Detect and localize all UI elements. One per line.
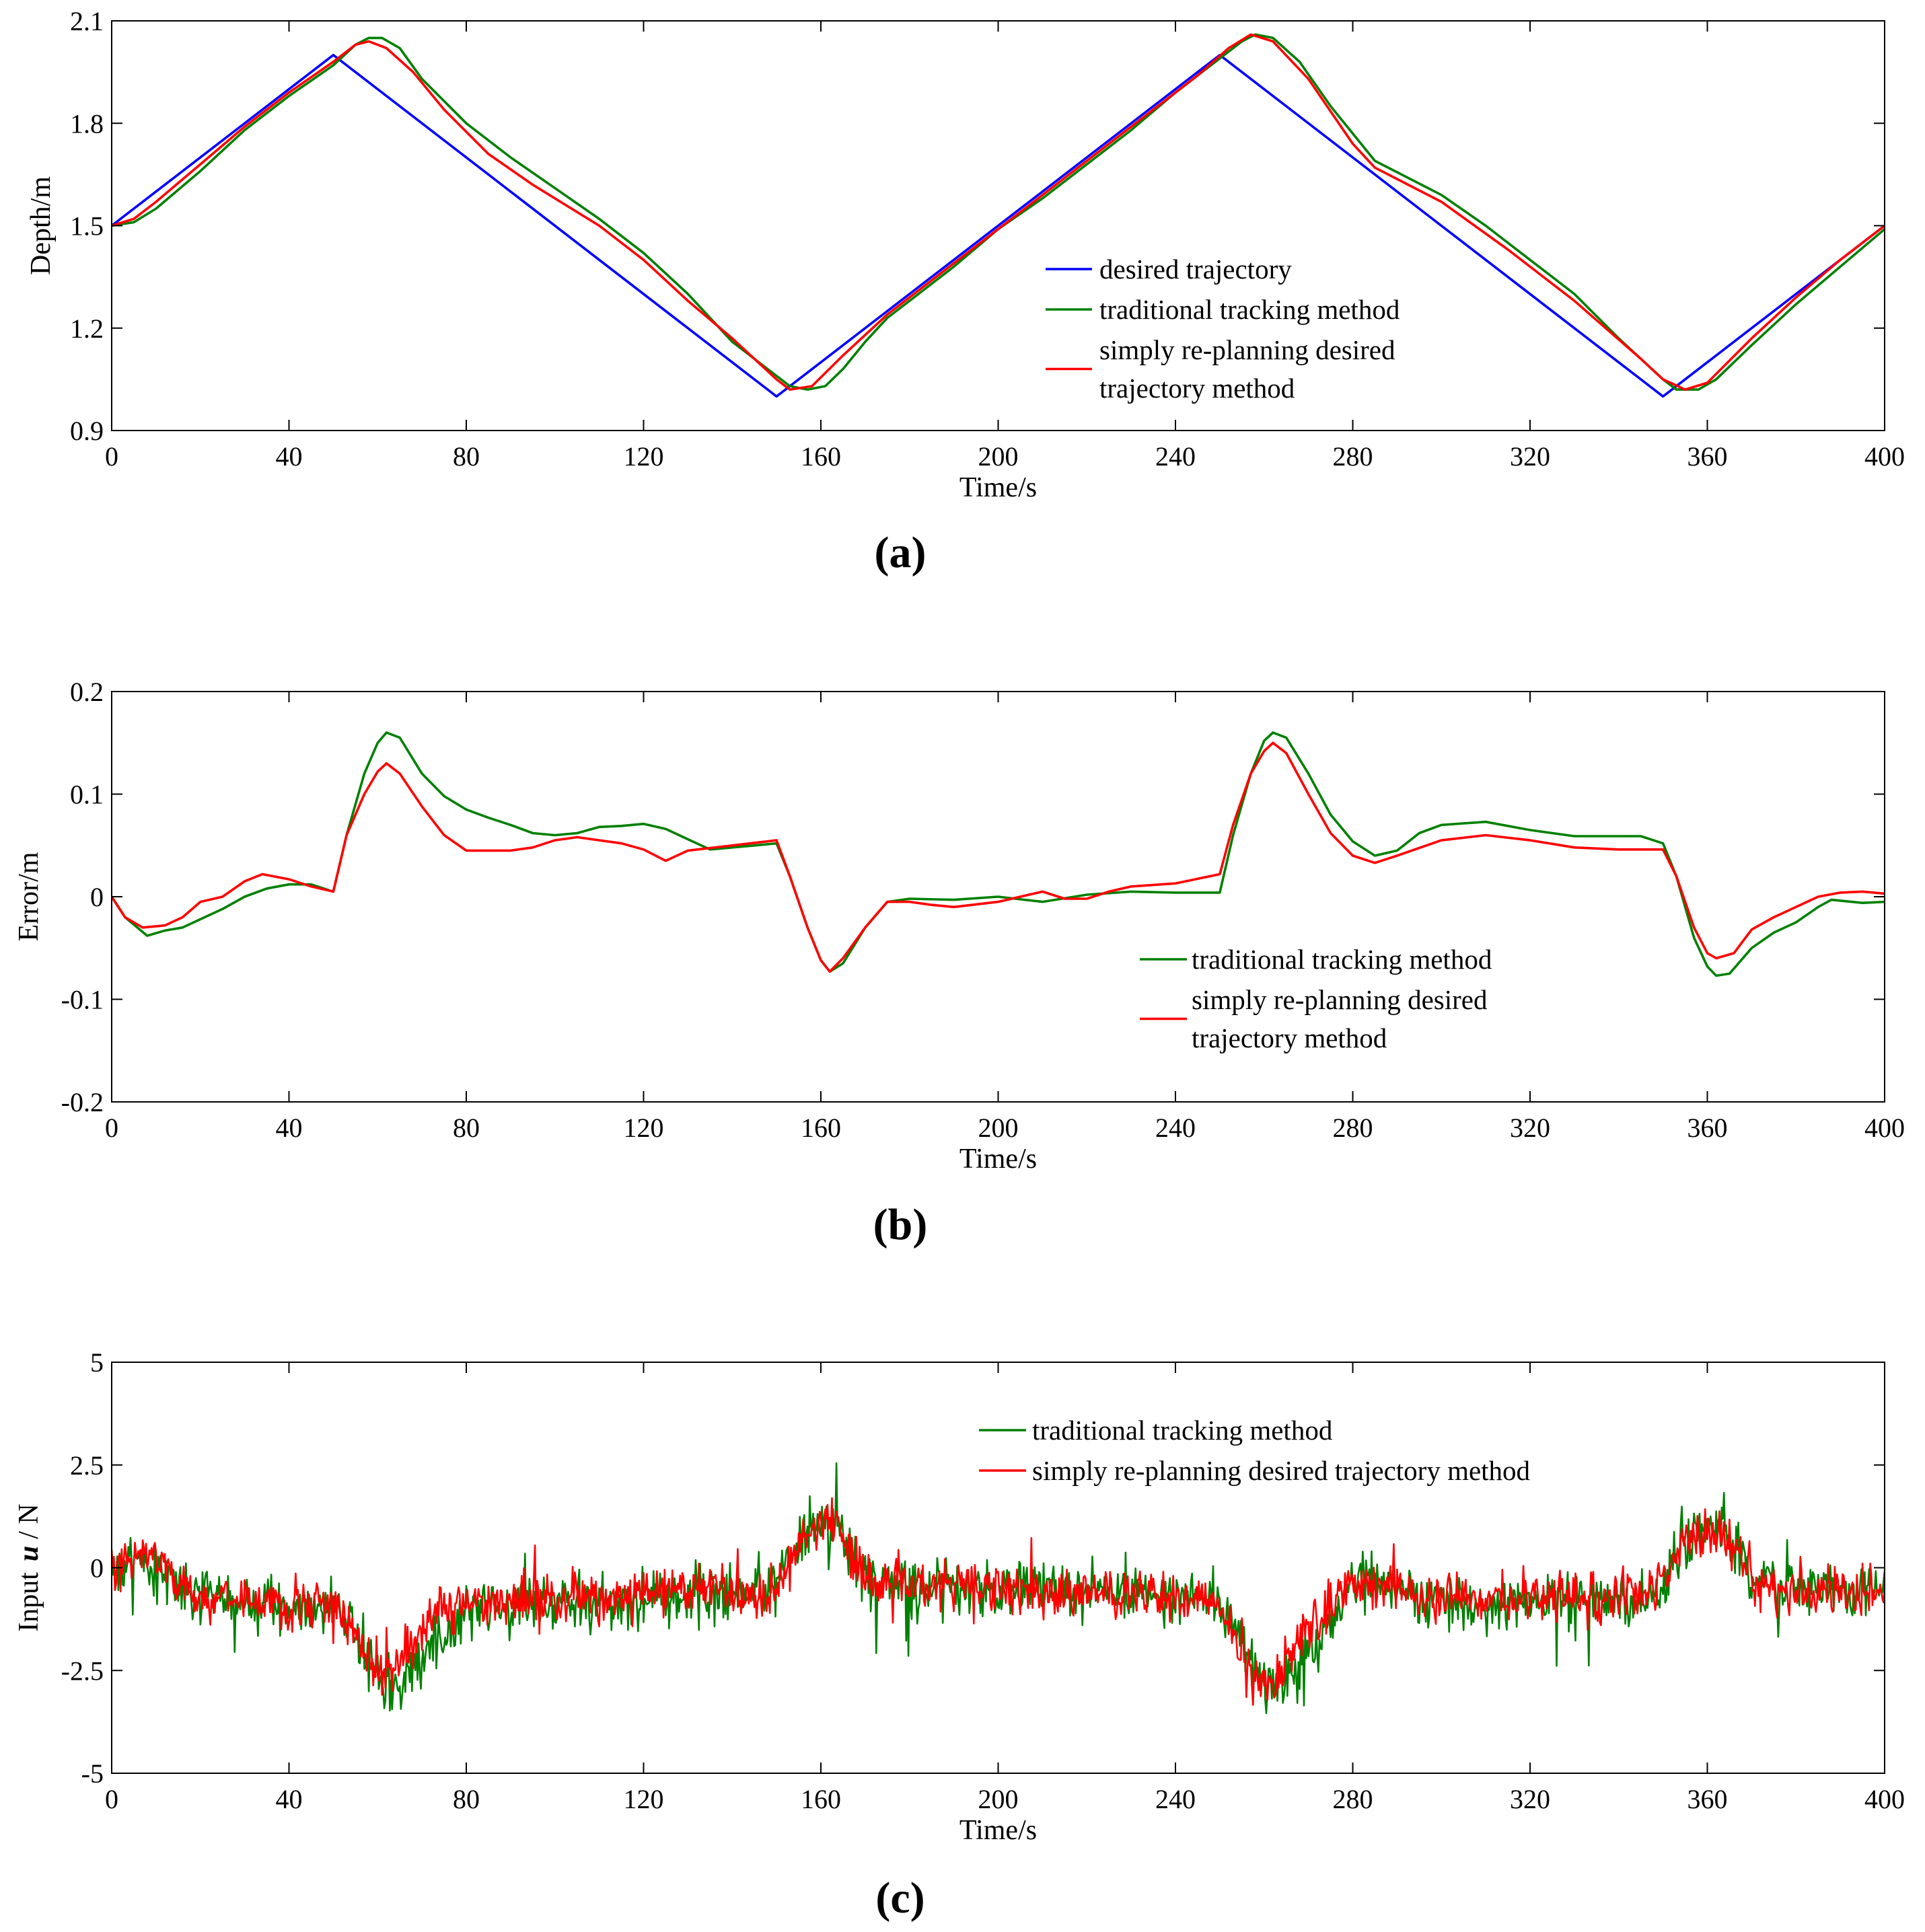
x-tick-label: 280 (1333, 1784, 1373, 1814)
x-tick-label: 40 (276, 1113, 303, 1143)
x-tick-label: 360 (1687, 441, 1728, 472)
x-tick-label: 320 (1510, 1113, 1550, 1143)
y-axis-label-suffix: / N (13, 1503, 44, 1539)
chart-panel-c: 0 40 80 120 160 200 240 280 320 360 400 -5 -2.5 0 2.5 5… (13, 1347, 1905, 1923)
x-tick-label: 280 (1333, 1113, 1373, 1143)
x-axis-label: Time/s (959, 1144, 1037, 1175)
panel-label: (a) (875, 528, 927, 577)
y-axis-label: Input u / N (13, 1503, 44, 1632)
x-tick-label: 120 (624, 1784, 664, 1814)
x-tick-label: 240 (1155, 1113, 1196, 1143)
legend-label: traditional tracking method (1032, 1415, 1332, 1446)
x-tick-label: 360 (1687, 1784, 1728, 1814)
y-axis-label-prefix: Input (13, 1572, 44, 1632)
series-line-desired-trajectory (112, 54, 1885, 398)
legend-label: trajectory method (1099, 373, 1295, 404)
x-tick-label: 160 (801, 441, 841, 472)
x-tick-label: 200 (978, 1784, 1019, 1814)
x-tick-label: 0 (105, 1113, 118, 1143)
axes-box (111, 1362, 1885, 1774)
y-tick-label: 1.2 (70, 313, 104, 344)
series-line-traditional-tracking-method (112, 33, 1885, 391)
series-line-simply-re-planning-desired-trajectory-method (112, 1497, 1885, 1706)
panel-label: (c) (875, 1873, 924, 1923)
x-tick-label: 320 (1510, 441, 1550, 472)
panel-label: (b) (873, 1200, 928, 1249)
y-tick-label: 1.8 (70, 108, 104, 139)
y-tick-label: 0 (90, 882, 104, 912)
legend: traditional tracking method simply re-pla… (1140, 944, 1492, 1053)
x-tick-label: 200 (978, 441, 1019, 472)
y-tick-label: 0.2 (70, 677, 104, 707)
plot-area (112, 33, 1885, 398)
series-line-simply-re-planning-desired-trajectory-method (112, 741, 1885, 973)
x-tick-label: 240 (1155, 441, 1196, 472)
x-tick-label: 160 (801, 1113, 841, 1143)
x-tick-label: 400 (1864, 1113, 1905, 1143)
x-tick-label: 240 (1155, 1784, 1196, 1814)
plot-area (112, 1462, 1885, 1715)
x-tick-label: 280 (1333, 441, 1373, 472)
x-axis-label: Time/s (959, 1815, 1037, 1846)
x-axis-label: Time/s (959, 472, 1037, 503)
x-tick-label: 80 (453, 1113, 480, 1143)
x-tick-label: 40 (276, 441, 303, 472)
y-tick-label: -0.2 (61, 1087, 104, 1117)
x-tick-label: 400 (1864, 1784, 1905, 1814)
x-tick-label: 160 (801, 1784, 841, 1814)
x-tick-label: 120 (624, 441, 664, 472)
y-tick-label: 2.5 (70, 1450, 104, 1481)
x-tick-label: 80 (453, 1784, 480, 1814)
y-tick-label: -2.5 (61, 1656, 104, 1686)
x-tick-label: 400 (1864, 441, 1905, 472)
y-tick-label: 5 (90, 1347, 104, 1378)
legend-label: trajectory method (1192, 1023, 1387, 1053)
y-axis-label: Error/m (13, 852, 44, 941)
y-axis-label-variable: u (13, 1546, 44, 1561)
legend-label: traditional tracking method (1192, 944, 1492, 975)
legend-label: traditional tracking method (1099, 294, 1400, 325)
y-tick-label: -5 (81, 1758, 104, 1789)
x-tick-label: 200 (978, 1113, 1019, 1143)
x-tick-label: 120 (624, 1113, 664, 1143)
y-tick-label: 0 (90, 1553, 104, 1584)
chart-panel-a: 0 40 80 120 160 200 240 280 320 360 400 0.9 1.2 1.5 1.… (26, 6, 1905, 577)
y-axis-label: Depth/m (26, 176, 57, 275)
x-tick-label: 0 (105, 441, 118, 472)
series-line-traditional-tracking-method (112, 731, 1885, 977)
x-tick-label: 320 (1510, 1784, 1550, 1814)
legend-label: simply re-planning desired trajectory me… (1032, 1455, 1530, 1486)
x-tick-label: 360 (1687, 1113, 1728, 1143)
plot-area (112, 731, 1885, 977)
y-tick-label: 0.9 (70, 416, 104, 446)
series-line-simply-re-planning-desired-trajectory-method (112, 33, 1885, 391)
y-tick-label: 1.5 (70, 211, 104, 241)
legend: desired trajectory traditional tracking m… (1046, 254, 1400, 404)
legend-label: simply re-planning desired (1099, 334, 1395, 365)
x-tick-label: 0 (105, 1784, 118, 1814)
x-tick-label: 80 (453, 441, 480, 472)
x-tick-label: 40 (276, 1784, 303, 1814)
series-line-traditional-tracking-method (112, 1462, 1885, 1715)
legend: traditional tracking method simply re-pla… (979, 1415, 1530, 1486)
legend-label: desired trajectory (1099, 254, 1292, 285)
chart-panel-b: 0 40 80 120 160 200 240 280 320 360 400 -0.2 -0.1 0 0.… (13, 677, 1905, 1249)
y-tick-label: -0.1 (61, 985, 104, 1015)
legend-label: simply re-planning desired (1192, 984, 1488, 1015)
y-tick-label: 2.1 (70, 6, 104, 36)
y-tick-label: 0.1 (70, 780, 104, 810)
